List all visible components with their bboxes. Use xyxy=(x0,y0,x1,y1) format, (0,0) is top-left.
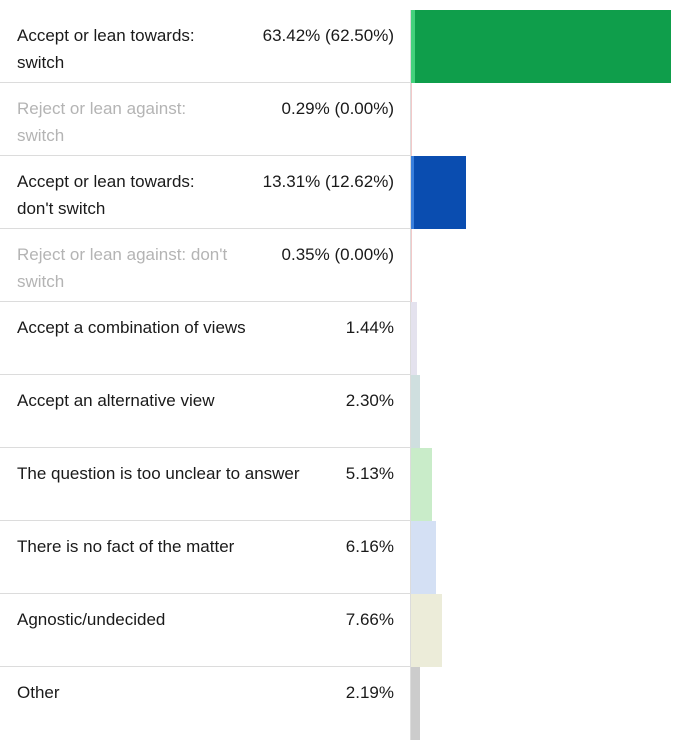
result-cell: Accept or lean towards: switch 63.42% (62… xyxy=(0,10,411,83)
result-cell: Other 2.19% xyxy=(0,667,411,740)
result-cell: Reject or lean against: don't switch 0.35… xyxy=(0,229,411,302)
row-label: The question is too unclear to answer xyxy=(17,464,300,483)
row-value-label: 1.44% xyxy=(345,318,394,337)
bar-other xyxy=(411,667,420,740)
result-cell: Reject or lean against: switch 0.29% (0.0… xyxy=(0,83,411,156)
result-row-accept-a-combination-of-views: Accept a combination of views 1.44% xyxy=(0,302,697,375)
result-cell: Agnostic/undecided 7.66% xyxy=(0,594,411,667)
row-value-label: 13.31% (12.62%) xyxy=(262,172,394,191)
row-value-label: 6.16% xyxy=(345,537,394,556)
result-row-reject-or-lean-against-switch: Reject or lean against: switch 0.29% (0.0… xyxy=(0,83,697,156)
row-value-label: 2.19% xyxy=(345,683,394,702)
result-row-reject-or-lean-against-don-t-switch: Reject or lean against: don't switch 0.35… xyxy=(0,229,697,302)
bar-accept-or-lean-towards-switch-accept xyxy=(415,10,671,83)
bar-track xyxy=(411,667,671,740)
row-label: Reject or lean against: don't switch xyxy=(17,245,228,291)
row-label: Reject or lean against: switch xyxy=(17,99,187,145)
row-label: There is no fact of the matter xyxy=(17,537,235,556)
result-row-the-question-is-too-unclear-to-answer: The question is too unclear to answer 5.1… xyxy=(0,448,697,521)
result-cell: The question is too unclear to answer 5.1… xyxy=(0,448,411,521)
result-row-there-is-no-fact-of-the-matter: There is no fact of the matter 6.16% xyxy=(0,521,697,594)
row-label: Accept or lean towards: switch xyxy=(17,26,195,72)
result-cell: Accept an alternative view 2.30% xyxy=(0,375,411,448)
row-label: Accept a combination of views xyxy=(17,318,246,337)
result-row-agnostic-undecided: Agnostic/undecided 7.66% xyxy=(0,594,697,667)
bar-accept-or-lean-towards-don-t-switch-accept xyxy=(414,156,466,229)
bar-track xyxy=(411,521,671,594)
row-value-label: 0.29% (0.00%) xyxy=(281,99,394,118)
bar-track xyxy=(411,594,671,667)
row-label: Other xyxy=(17,683,60,702)
bar-the-question-is-too-unclear-to-answer xyxy=(411,448,432,521)
result-row-accept-or-lean-towards-switch: Accept or lean towards: switch 63.42% (62… xyxy=(0,10,697,83)
bar-track xyxy=(411,448,671,521)
bar-agnostic-undecided xyxy=(411,594,442,667)
bar-accept-a-combination-of-views xyxy=(411,302,417,375)
row-label: Accept or lean towards: don't switch xyxy=(17,172,195,218)
row-value-label: 63.42% (62.50%) xyxy=(262,26,394,45)
result-cell: Accept a combination of views 1.44% xyxy=(0,302,411,375)
bar-reject-or-lean-against-don-t-switch-lean xyxy=(411,229,412,302)
row-value-label: 0.35% (0.00%) xyxy=(281,245,394,264)
row-value-label: 2.30% xyxy=(345,391,394,410)
result-row-other: Other 2.19% xyxy=(0,667,697,740)
row-value-label: 5.13% xyxy=(345,464,394,483)
result-row-accept-an-alternative-view: Accept an alternative view 2.30% xyxy=(0,375,697,448)
bar-accept-or-lean-towards-switch-lean xyxy=(411,10,415,83)
row-label: Accept an alternative view xyxy=(17,391,215,410)
bar-there-is-no-fact-of-the-matter xyxy=(411,521,436,594)
bar-track xyxy=(411,83,671,156)
row-label: Agnostic/undecided xyxy=(17,610,166,629)
bar-track xyxy=(411,156,671,229)
row-value-label: 7.66% xyxy=(345,610,394,629)
bar-track xyxy=(411,375,671,448)
result-row-accept-or-lean-towards-don-t-switch: Accept or lean towards: don't switch 13.3… xyxy=(0,156,697,229)
bar-accept-an-alternative-view xyxy=(411,375,420,448)
results-chart: Accept or lean towards: switch 63.42% (62… xyxy=(0,10,697,740)
bar-accept-or-lean-towards-don-t-switch-lean xyxy=(411,156,414,229)
bar-track xyxy=(411,302,671,375)
bar-reject-or-lean-against-switch-lean xyxy=(411,83,412,156)
bar-track xyxy=(411,10,671,83)
result-cell: There is no fact of the matter 6.16% xyxy=(0,521,411,594)
result-cell: Accept or lean towards: don't switch 13.3… xyxy=(0,156,411,229)
bar-track xyxy=(411,229,671,302)
